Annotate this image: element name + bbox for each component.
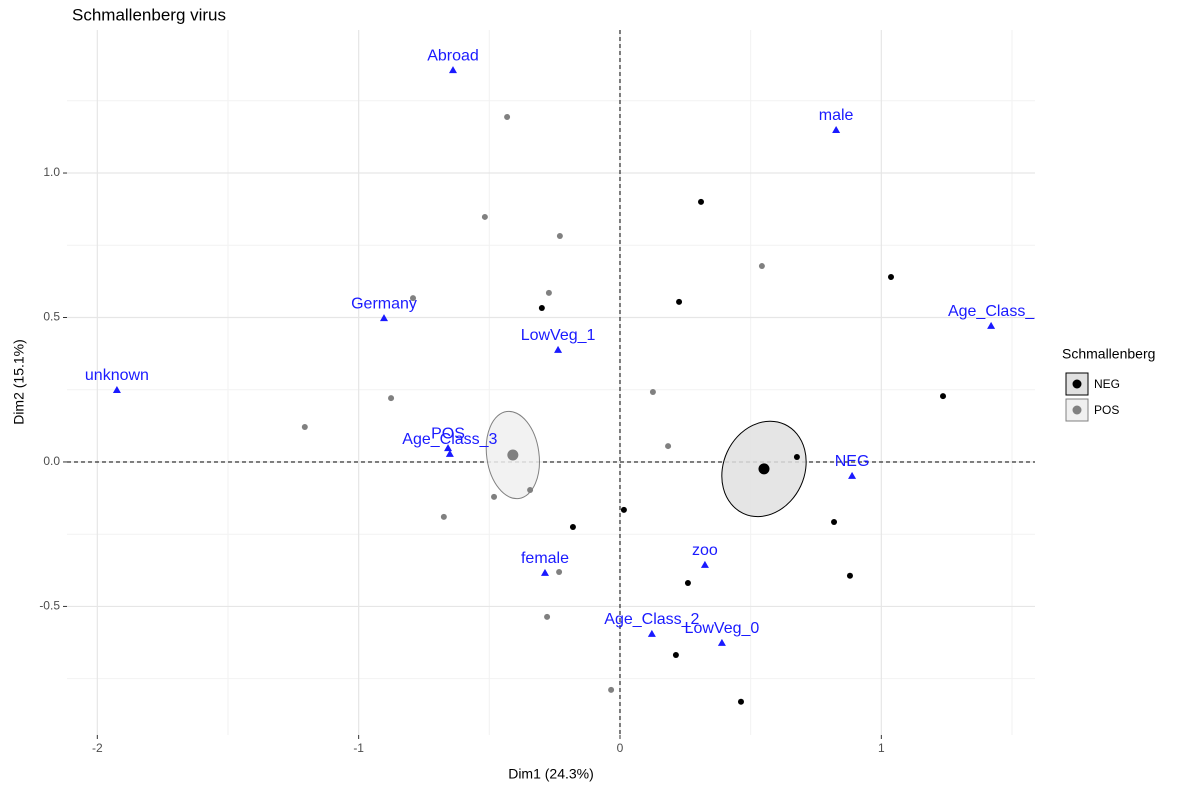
point: [504, 113, 511, 120]
variable-marker: [554, 345, 563, 353]
centroid: [758, 463, 770, 475]
variable-label: unknown: [85, 367, 149, 384]
variable-label: POS: [431, 425, 465, 442]
legend-marker: [1072, 379, 1082, 389]
legend-label: POS: [1094, 403, 1119, 417]
point: [649, 389, 656, 396]
variable-marker: [700, 560, 709, 568]
point: [545, 289, 552, 296]
y-tick-label: 0.5: [43, 310, 60, 324]
point: [846, 572, 853, 579]
variable-marker: [717, 638, 726, 646]
point: [527, 486, 534, 493]
variable-label: Age_Class_3: [402, 431, 497, 448]
point: [538, 304, 545, 311]
point: [888, 274, 895, 281]
y-tick-label: -0.5: [39, 599, 60, 613]
point: [410, 295, 417, 302]
point: [940, 393, 947, 400]
point: [665, 443, 672, 450]
y-axis-title: Dim2 (15.1%): [11, 339, 27, 425]
variable-marker: [448, 66, 457, 74]
point: [440, 513, 447, 520]
variable-marker: [445, 449, 454, 457]
point: [758, 263, 765, 270]
point: [608, 686, 615, 693]
point: [556, 233, 563, 240]
x-tick-label: -2: [92, 741, 103, 755]
point: [684, 580, 691, 587]
point: [620, 506, 627, 513]
variable-label: LowVeg_0: [685, 620, 760, 637]
variable-label: Age_Class_: [948, 303, 1035, 320]
point: [793, 454, 800, 461]
point: [672, 651, 679, 658]
variable-label: Age_Class_2: [604, 611, 699, 628]
y-tick-label: 1.0: [43, 165, 60, 179]
point: [676, 298, 683, 305]
variable-label: NEG: [835, 453, 870, 470]
variable-label: male: [819, 107, 854, 124]
point: [481, 213, 488, 220]
point: [544, 613, 551, 620]
legend-label: NEG: [1094, 377, 1120, 391]
x-tick-label: -1: [353, 741, 364, 755]
variable-label: female: [521, 550, 569, 567]
variable-marker: [832, 125, 841, 133]
point: [698, 198, 705, 205]
variable-marker: [540, 568, 549, 576]
centroid: [507, 449, 519, 461]
legend-title: Schmallenberg: [1062, 346, 1155, 362]
point: [569, 523, 576, 530]
chart-title: Schmallenberg virus: [72, 5, 226, 24]
variable-marker: [112, 386, 121, 394]
y-tick-label: 0.0: [43, 454, 60, 468]
variable-label: LowVeg_1: [521, 327, 596, 344]
variable-label: Abroad: [427, 47, 479, 64]
variable-marker: [848, 471, 857, 479]
point: [388, 395, 395, 402]
variable-marker: [444, 444, 453, 452]
x-axis-title: Dim1 (24.3%): [508, 766, 594, 782]
legend-marker: [1072, 405, 1082, 415]
x-tick-label: 0: [617, 741, 624, 755]
variable-marker: [647, 629, 656, 637]
point: [737, 698, 744, 705]
point: [491, 493, 498, 500]
point: [831, 519, 838, 526]
variable-label: zoo: [692, 542, 718, 559]
variable-marker: [380, 314, 389, 322]
variable-marker: [987, 321, 996, 329]
point: [301, 423, 308, 430]
variable-label: Germany: [351, 295, 417, 312]
x-tick-label: 1: [878, 741, 885, 755]
point: [556, 569, 563, 576]
